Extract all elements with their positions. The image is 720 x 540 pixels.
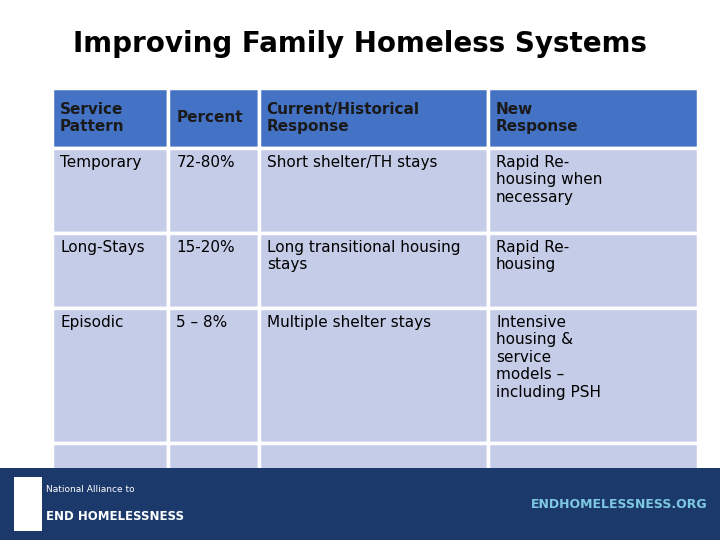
Text: Intensive
housing &
service
models –
including PSH: Intensive housing & service models – inc… bbox=[496, 315, 601, 400]
Text: Short shelter/TH stays: Short shelter/TH stays bbox=[266, 155, 437, 170]
Text: 5 – 8%: 5 – 8% bbox=[176, 315, 228, 330]
Bar bbox=[0, 468, 720, 540]
Bar bbox=[258, 233, 488, 308]
Text: Percent: Percent bbox=[176, 111, 243, 125]
Bar bbox=[168, 148, 258, 233]
Bar bbox=[488, 308, 698, 443]
Bar bbox=[52, 308, 168, 443]
Bar bbox=[258, 148, 488, 233]
Text: Long-Stays: Long-Stays bbox=[60, 240, 145, 255]
Text: Current/Historical
Response: Current/Historical Response bbox=[266, 102, 420, 134]
Bar bbox=[168, 88, 258, 148]
Bar bbox=[168, 443, 258, 485]
Bar bbox=[488, 88, 698, 148]
Bar bbox=[52, 443, 168, 485]
Text: 15-20%: 15-20% bbox=[176, 240, 235, 255]
Bar bbox=[258, 308, 488, 443]
Text: Long transitional housing
stays: Long transitional housing stays bbox=[266, 240, 460, 272]
Bar bbox=[488, 443, 698, 485]
Bar bbox=[488, 148, 698, 233]
Bar bbox=[258, 443, 488, 485]
Text: Episodic: Episodic bbox=[60, 315, 124, 330]
Bar bbox=[488, 233, 698, 308]
Text: END HOMELESSNESS: END HOMELESSNESS bbox=[46, 510, 184, 523]
Text: Temporary: Temporary bbox=[60, 155, 141, 170]
Bar bbox=[14, 477, 42, 531]
Bar bbox=[258, 88, 488, 148]
Text: Rapid Re-
housing: Rapid Re- housing bbox=[496, 240, 570, 272]
Bar bbox=[52, 88, 168, 148]
Text: National Alliance to: National Alliance to bbox=[46, 485, 135, 494]
Text: Improving Family Homeless Systems: Improving Family Homeless Systems bbox=[73, 30, 647, 58]
Text: Service
Pattern: Service Pattern bbox=[60, 102, 125, 134]
Bar bbox=[52, 148, 168, 233]
Bar bbox=[168, 308, 258, 443]
Bar bbox=[168, 233, 258, 308]
Text: ENDHOMELESSNESS.ORG: ENDHOMELESSNESS.ORG bbox=[531, 497, 708, 510]
Text: Multiple shelter stays: Multiple shelter stays bbox=[266, 315, 431, 330]
Text: Rapid Re-
housing when
necessary: Rapid Re- housing when necessary bbox=[496, 155, 603, 205]
Bar bbox=[52, 233, 168, 308]
Text: New
Response: New Response bbox=[496, 102, 579, 134]
Text: 72-80%: 72-80% bbox=[176, 155, 235, 170]
